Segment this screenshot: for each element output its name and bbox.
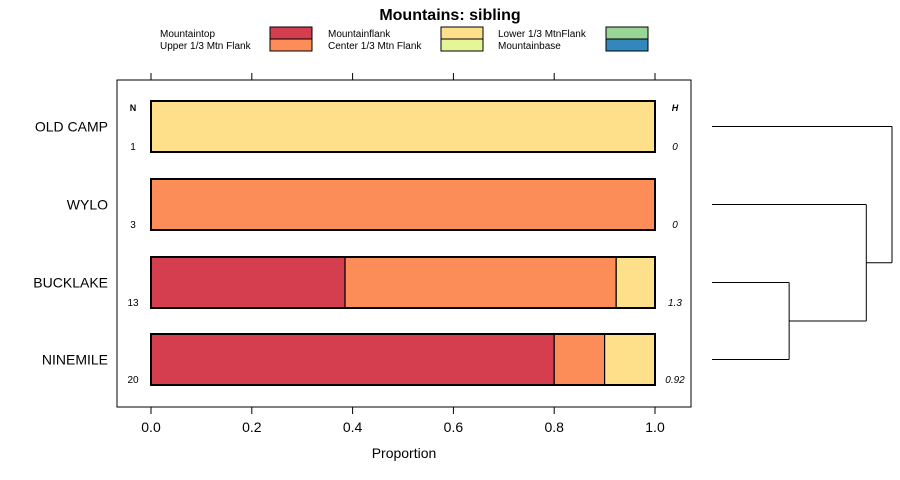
legend-label: Upper 1/3 Mtn Flank xyxy=(160,41,252,52)
legend-swatch xyxy=(269,26,313,40)
x-tick-label: 0.6 xyxy=(444,419,464,435)
legend-swatch xyxy=(440,26,484,40)
x-tick-label: 0.0 xyxy=(141,419,161,435)
bar-outline xyxy=(150,100,656,153)
n-value: 13 xyxy=(127,298,139,309)
legend-label: Mountaintop xyxy=(160,29,215,40)
legend-swatch xyxy=(605,38,649,52)
h-value: 1.3 xyxy=(668,298,682,309)
bar-segment xyxy=(150,178,656,231)
x-tick-label: 0.2 xyxy=(242,419,262,435)
x-axis: 0.0 0.2 0.4 0.6 0.8 1.0 xyxy=(141,73,665,435)
h-value: 0 xyxy=(672,220,678,231)
bar-segment xyxy=(150,333,555,386)
row-label: OLD CAMP xyxy=(35,119,108,135)
dendrogram xyxy=(712,126,893,360)
bar-segment xyxy=(150,100,656,153)
n-value: 3 xyxy=(130,220,136,231)
h-value: 0 xyxy=(672,142,678,153)
bar-outline xyxy=(150,333,656,386)
legend-label: Mountainflank xyxy=(328,29,391,40)
bar-outline xyxy=(150,256,656,309)
n-column-header: N xyxy=(130,103,137,113)
legend-swatch xyxy=(605,26,649,40)
row-label: BUCKLAKE xyxy=(33,275,108,291)
legend-swatch xyxy=(440,38,484,52)
x-tick-label: 0.8 xyxy=(544,419,564,435)
bar-segment xyxy=(615,256,656,309)
n-value: 1 xyxy=(130,142,136,153)
bar-segment xyxy=(553,333,606,386)
bar-outline xyxy=(150,178,656,231)
h-value: 0.92 xyxy=(665,375,685,386)
x-axis-label: Proportion xyxy=(372,445,437,461)
n-value: 20 xyxy=(127,375,139,386)
bar-segment xyxy=(603,333,656,386)
legend-swatch xyxy=(269,38,313,52)
x-tick-label: 0.4 xyxy=(343,419,363,435)
row-label: NINEMILE xyxy=(42,352,108,368)
row-label: WYLO xyxy=(67,197,108,213)
bar-rows: OLD CAMP 1 0 WYLO 3 0 BUCKLAKE 13 1.3 NINEMILE 20 0… xyxy=(33,100,685,386)
plot-frame xyxy=(116,79,692,408)
bar-segment xyxy=(344,256,617,309)
chart-title: Mountains: sibling xyxy=(379,7,520,24)
legend-label: Lower 1/3 MtnFlank xyxy=(498,29,587,40)
bar-segment xyxy=(150,256,346,309)
legend-label: Center 1/3 Mtn Flank xyxy=(328,41,422,52)
legend-label: Mountainbase xyxy=(498,41,561,52)
h-column-header: H xyxy=(672,103,679,113)
x-tick-label: 1.0 xyxy=(645,419,665,435)
